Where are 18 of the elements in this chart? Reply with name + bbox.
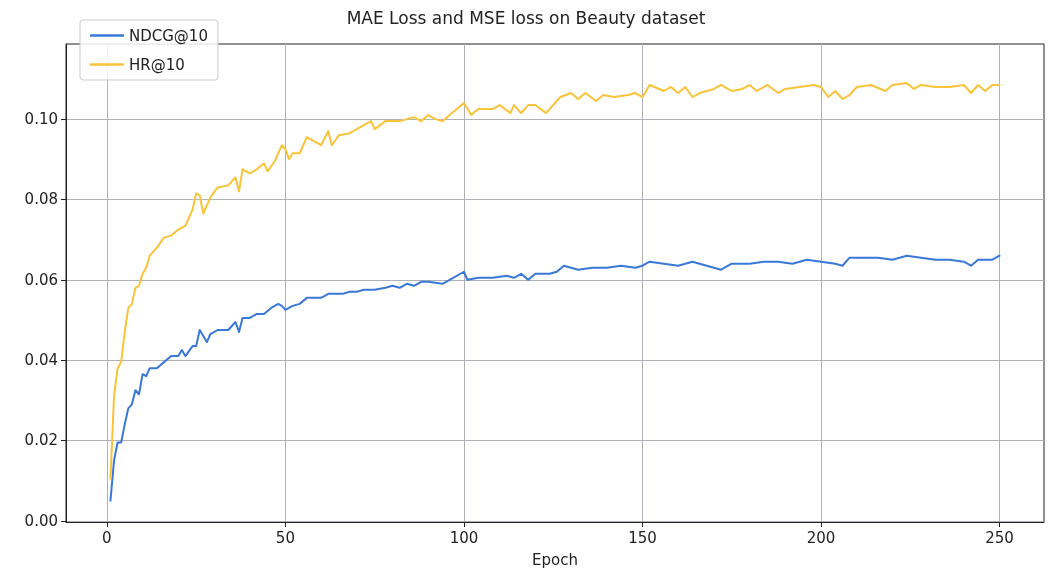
y-tick-label: 0.10 — [24, 110, 58, 129]
y-tick-label: 0.04 — [24, 351, 58, 370]
x-tick-label: 250 — [985, 528, 1014, 547]
x-tick-label: 0 — [102, 528, 112, 547]
line-series — [109, 81, 1001, 480]
x-tick-label: 150 — [628, 528, 657, 547]
y-tick-label: 0.00 — [24, 511, 58, 530]
x-tick-label: 50 — [275, 528, 295, 547]
legend-label: NDCG@10 — [129, 26, 208, 45]
y-tick-label: 0.02 — [24, 431, 58, 450]
y-tick-label: 0.06 — [24, 270, 58, 289]
y-tick-label: 0.08 — [24, 190, 58, 209]
line-series — [109, 254, 1001, 502]
legend-label: HR@10 — [129, 55, 185, 74]
x-tick-label: 200 — [806, 528, 836, 547]
x-axis-title: Epoch — [532, 550, 578, 569]
x-tick-label: 100 — [449, 528, 479, 547]
chart-title: MAE Loss and MSE loss on Beauty dataset — [346, 7, 706, 28]
